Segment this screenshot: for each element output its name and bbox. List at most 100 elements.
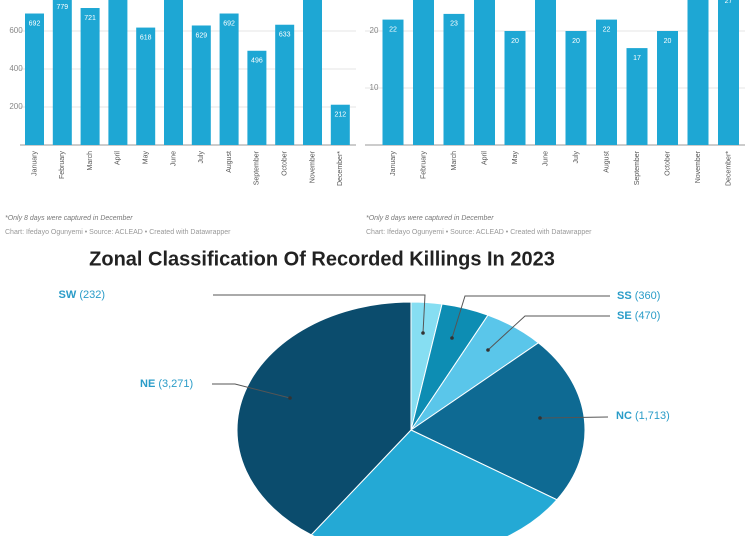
y-tick-label: 600	[9, 26, 23, 35]
bar	[657, 31, 678, 145]
bar	[164, 0, 183, 145]
x-tick-label: November	[695, 150, 702, 183]
bar	[136, 27, 156, 145]
leader-line	[451, 295, 610, 339]
y-tick-label: 200	[9, 102, 23, 111]
leader-line	[539, 416, 609, 419]
x-tick-label: December*	[337, 151, 344, 186]
bar	[687, 0, 709, 146]
bar	[80, 8, 100, 146]
pie-label-value: (470)	[635, 310, 661, 322]
pie-label: SW (232)	[59, 289, 105, 301]
bar	[504, 31, 526, 145]
bar	[108, 0, 128, 145]
x-tick-label: February	[59, 151, 66, 180]
leader-dot	[421, 331, 425, 335]
pie-label-value: (3,271)	[158, 378, 193, 390]
x-tick-label: March	[451, 151, 458, 171]
value-label: 17	[633, 55, 641, 62]
value-label: 830	[112, 0, 124, 1]
pie-slice	[236, 301, 412, 536]
pie-label: SE (470)	[617, 310, 660, 322]
bar	[330, 104, 350, 145]
bar	[191, 25, 211, 146]
y-tick-label: 10	[370, 83, 379, 92]
bar	[275, 24, 295, 146]
leader-dot	[538, 416, 542, 420]
bar	[303, 0, 322, 145]
leader-line	[212, 383, 291, 399]
x-tick-label: March	[87, 151, 94, 171]
value-label: 212	[334, 112, 346, 119]
x-tick-label: August	[603, 151, 610, 173]
value-label: 721	[84, 15, 96, 22]
value-label: 22	[389, 26, 397, 33]
pie-label: NC (1,713)	[616, 410, 670, 422]
x-tick-label: November	[309, 150, 316, 183]
value-label: 20	[511, 38, 519, 45]
y-tick-label: 20	[370, 26, 379, 35]
bar	[382, 19, 404, 146]
x-tick-label: June	[170, 151, 177, 166]
pie-label-value: (360)	[635, 290, 661, 302]
leader-dot	[486, 348, 490, 352]
pie-label-name: SE	[617, 310, 632, 322]
x-tick-label: June	[542, 151, 549, 166]
value-label: 22	[603, 26, 611, 33]
x-tick-label: April	[481, 151, 488, 165]
bar	[247, 50, 267, 146]
x-tick-label: September	[254, 150, 261, 185]
x-tick-label: August	[226, 151, 233, 173]
x-tick-label: September	[634, 150, 641, 185]
value-label: 618	[140, 34, 152, 41]
x-tick-label: January	[31, 151, 38, 176]
x-tick-label: May	[512, 151, 519, 165]
pie-label-name: SW	[59, 289, 77, 301]
value-label: 779	[56, 4, 68, 11]
leader-dot	[288, 396, 292, 400]
x-tick-label: July	[198, 151, 205, 164]
pie-title: Zonal Classification Of Recorded Killing…	[89, 248, 555, 270]
value-label: 692	[29, 20, 41, 27]
value-label: 496	[251, 58, 263, 65]
note: *Only 8 days were captured in December	[5, 215, 133, 222]
pie-label-name: NC	[616, 410, 632, 422]
bar	[474, 0, 495, 146]
bar	[535, 0, 556, 146]
x-tick-label: April	[115, 151, 122, 165]
pie-label-name: SS	[617, 290, 632, 302]
pie-label-value: (232)	[79, 289, 105, 301]
value-label: 20	[572, 38, 580, 45]
value-label: 27	[725, 0, 733, 5]
value-label: 692	[223, 20, 235, 27]
y-tick-label: 400	[9, 64, 23, 73]
pie-slice	[410, 342, 586, 501]
bar	[626, 48, 648, 145]
x-tick-label: October	[282, 150, 289, 176]
x-tick-label: October	[664, 150, 671, 176]
pie-label-name: NE	[140, 378, 155, 390]
x-tick-label: July	[573, 151, 580, 164]
credit: Chart: Ifedayo Ogunyemi • Source: ACLEAD…	[5, 229, 231, 236]
bar	[52, 0, 72, 145]
value-label: 629	[195, 32, 207, 39]
note: *Only 8 days were captured in December	[366, 215, 494, 222]
x-tick-label: January	[390, 151, 397, 176]
x-tick-label: December*	[725, 151, 732, 186]
x-tick-label: February	[420, 151, 427, 180]
bar	[219, 13, 239, 145]
leader-line	[213, 294, 426, 334]
bar	[565, 31, 587, 145]
value-label: 20	[664, 38, 672, 45]
bar	[25, 13, 44, 145]
credit: Chart: Ifedayo Ogunyemi • Source: ACLEAD…	[366, 229, 592, 236]
bar	[443, 13, 465, 146]
leader-line	[487, 315, 610, 351]
x-tick-label: May	[143, 151, 150, 165]
pie-label: NE (3,271)	[140, 378, 193, 390]
pie-slice	[310, 429, 558, 536]
bar	[718, 0, 739, 145]
pie-label-value: (1,713)	[635, 410, 670, 422]
pie-label: SS (360)	[617, 290, 660, 302]
